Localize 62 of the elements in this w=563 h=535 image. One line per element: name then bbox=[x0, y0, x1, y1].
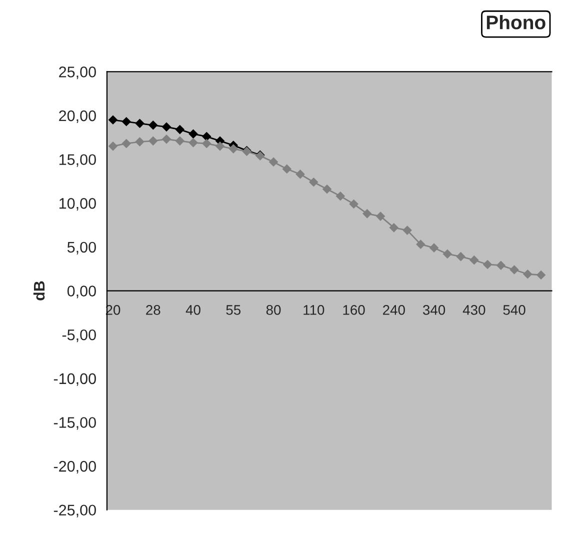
point bbox=[362, 209, 372, 218]
point bbox=[135, 137, 144, 146]
y-tick-label: -5,00 bbox=[62, 329, 96, 342]
point bbox=[402, 226, 412, 235]
point bbox=[416, 240, 426, 249]
x-tick-label: 80 bbox=[266, 305, 281, 315]
point bbox=[202, 139, 212, 148]
point bbox=[175, 125, 184, 134]
x-tick-label: 430 bbox=[462, 305, 486, 315]
point bbox=[309, 178, 318, 187]
point bbox=[228, 144, 238, 154]
point bbox=[536, 270, 546, 280]
point bbox=[269, 158, 278, 166]
x-tick-label: 40 bbox=[186, 305, 200, 315]
chart-title: Phono bbox=[486, 15, 546, 30]
x-tick-label: 55 bbox=[226, 305, 241, 315]
point bbox=[202, 132, 212, 141]
y-axis-title: dB bbox=[33, 281, 45, 300]
point bbox=[523, 270, 532, 279]
point bbox=[148, 120, 158, 130]
y-tick-label: 25,00 bbox=[59, 66, 96, 80]
point bbox=[483, 260, 492, 269]
point bbox=[282, 164, 292, 174]
point bbox=[296, 170, 305, 179]
point bbox=[336, 192, 345, 201]
point bbox=[162, 134, 171, 144]
point bbox=[148, 136, 158, 146]
y-tick-label: 5,00 bbox=[67, 242, 96, 254]
x-tick-label: 160 bbox=[343, 305, 365, 315]
point bbox=[188, 129, 198, 138]
y-tick-label: 10,00 bbox=[59, 198, 96, 211]
y-tick-label: 20,00 bbox=[59, 110, 96, 123]
point bbox=[430, 243, 438, 252]
y-tick-label: 15,00 bbox=[59, 154, 96, 167]
x-tick-label: 28 bbox=[146, 305, 160, 315]
point bbox=[122, 117, 131, 126]
x-tick-label: 540 bbox=[503, 305, 526, 315]
y-tick-label: -15,00 bbox=[54, 417, 96, 430]
point bbox=[175, 136, 184, 146]
y-tick-label: -25,00 bbox=[54, 504, 96, 518]
y-tick-label: -20,00 bbox=[54, 460, 96, 474]
point bbox=[322, 184, 332, 194]
point bbox=[496, 260, 506, 270]
point bbox=[349, 200, 358, 208]
point bbox=[188, 138, 198, 148]
point bbox=[442, 250, 452, 258]
y-tick-label: -10,00 bbox=[54, 373, 96, 386]
x-tick-label: 240 bbox=[383, 305, 405, 315]
point bbox=[389, 223, 398, 232]
y-tick-label: 0,00 bbox=[67, 286, 96, 298]
point bbox=[122, 139, 131, 148]
point bbox=[135, 118, 144, 128]
x-tick-label: 340 bbox=[422, 305, 446, 315]
point bbox=[456, 252, 466, 262]
point bbox=[216, 142, 224, 151]
point bbox=[470, 256, 479, 265]
point bbox=[376, 212, 385, 221]
point bbox=[108, 115, 118, 124]
x-tick-label: 110 bbox=[304, 305, 324, 315]
point bbox=[162, 122, 171, 132]
point bbox=[510, 265, 519, 274]
point bbox=[108, 142, 118, 151]
